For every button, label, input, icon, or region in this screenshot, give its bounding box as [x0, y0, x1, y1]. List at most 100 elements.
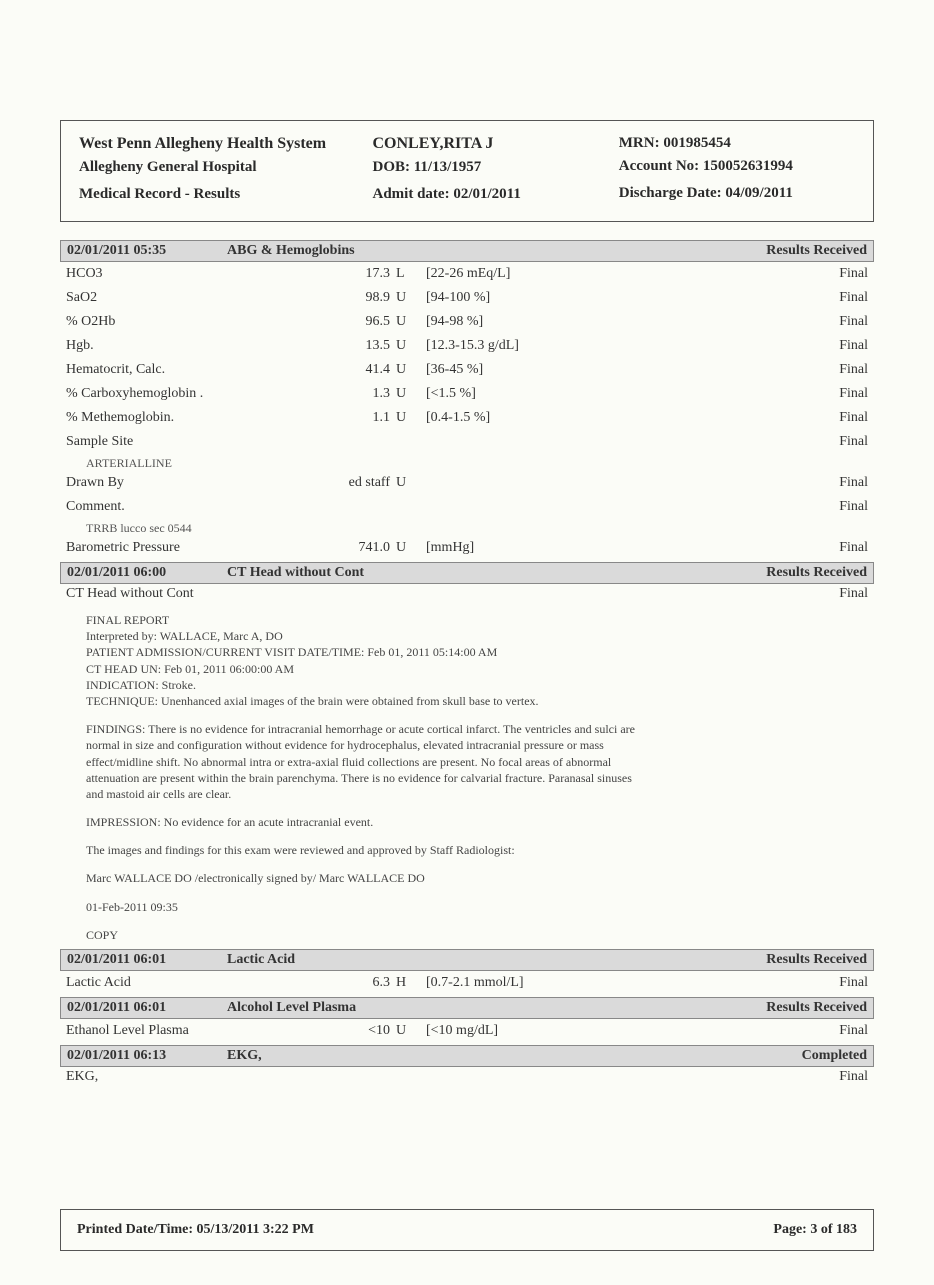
- result-status: Final: [686, 499, 868, 515]
- ekg-row: EKG, Final: [60, 1067, 874, 1087]
- section-datetime: 02/01/2011 06:01: [67, 1000, 227, 1016]
- dob-line: DOB: 11/13/1957: [373, 159, 609, 176]
- result-status: Final: [686, 386, 868, 402]
- section-title: Alcohol Level Plasma: [227, 1000, 717, 1016]
- result-flag: U: [396, 1023, 426, 1039]
- result-name: % Methemoglobin.: [66, 410, 326, 426]
- result-range: [12.3-15.3 g/dL]: [426, 338, 686, 354]
- result-status: Final: [686, 410, 868, 426]
- admit-value: 02/01/2011: [453, 186, 521, 202]
- section-status: Results Received: [717, 565, 867, 581]
- section-status: Results Received: [717, 952, 867, 968]
- result-name: Comment.: [66, 499, 326, 515]
- result-flag: H: [396, 975, 426, 991]
- result-range: [0.7-2.1 mmol/L]: [426, 975, 686, 991]
- result-range: [<1.5 %]: [426, 386, 686, 402]
- section-bar-alcohol: 02/01/2011 06:01 Alcohol Level Plasma Re…: [60, 997, 874, 1019]
- result-flag: U: [396, 338, 426, 354]
- result-status: Final: [686, 314, 868, 330]
- mrn-line: MRN: 001985454: [619, 135, 855, 152]
- result-range: [<10 mg/dL]: [426, 1023, 686, 1039]
- result-name: HCO3: [66, 266, 326, 282]
- acct-line: Account No: 150052631994: [619, 158, 855, 175]
- result-range: [22-26 mEq/L]: [426, 266, 686, 282]
- report-p7: COPY: [86, 927, 646, 943]
- acct-label: Account No:: [619, 158, 699, 174]
- result-row: HCO317.3L[22-26 mEq/L]Final: [60, 262, 874, 286]
- section-title: Lactic Acid: [227, 952, 717, 968]
- org-line-2: Allegheny General Hospital: [79, 159, 363, 176]
- result-row: Hematocrit, Calc.41.4U[36-45 %]Final: [60, 358, 874, 382]
- printed-value: 05/13/2011 3:22 PM: [197, 1222, 314, 1237]
- page-value: 3 of 183: [810, 1222, 857, 1237]
- result-name: Sample Site: [66, 434, 326, 450]
- section-bar-cthead: 02/01/2011 06:00 CT Head without Cont Re…: [60, 562, 874, 584]
- result-value: <10: [326, 1023, 396, 1039]
- ct-head-name: CT Head without Cont: [66, 586, 326, 602]
- result-value: ed staff: [326, 475, 396, 491]
- result-row: % O2Hb96.5U[94-98 %]Final: [60, 310, 874, 334]
- result-note: TRRB lucco sec 0544: [60, 519, 874, 536]
- result-value: [326, 434, 396, 450]
- section-title: EKG,: [227, 1048, 717, 1064]
- result-name: % O2Hb: [66, 314, 326, 330]
- result-name: Hematocrit, Calc.: [66, 362, 326, 378]
- acct-value: 150052631994: [703, 158, 793, 174]
- ct-report: FINAL REPORT Interpreted by: WALLACE, Ma…: [60, 604, 874, 949]
- abg-rows: HCO317.3L[22-26 mEq/L]FinalSaO298.9U[94-…: [60, 262, 874, 560]
- result-name: Barometric Pressure: [66, 540, 326, 556]
- result-status: Final: [686, 290, 868, 306]
- result-flag: U: [396, 362, 426, 378]
- doc-type: Medical Record - Results: [79, 186, 363, 203]
- result-value: 41.4: [326, 362, 396, 378]
- header-right: MRN: 001985454 Account No: 150052631994 …: [619, 135, 855, 203]
- result-flag: U: [396, 290, 426, 306]
- section-datetime: 02/01/2011 05:35: [67, 243, 227, 259]
- page-line: Page: 3 of 183: [773, 1222, 857, 1238]
- result-name: Ethanol Level Plasma: [66, 1023, 326, 1039]
- section-datetime: 02/01/2011 06:00: [67, 565, 227, 581]
- alcohol-rows: Ethanol Level Plasma<10U[<10 mg/dL]Final: [60, 1019, 874, 1043]
- printed-line: Printed Date/Time: 05/13/2011 3:22 PM: [77, 1222, 314, 1238]
- org-line-1: West Penn Allegheny Health System: [79, 135, 363, 153]
- result-value: 1.1: [326, 410, 396, 426]
- section-datetime: 02/01/2011 06:13: [67, 1048, 227, 1064]
- dob-value: 11/13/1957: [414, 159, 482, 175]
- dob-label: DOB:: [373, 159, 411, 175]
- result-row: Drawn Byed staffUFinal: [60, 471, 874, 495]
- mrn-label: MRN:: [619, 135, 660, 151]
- result-row: Comment. Final: [60, 495, 874, 519]
- page: West Penn Allegheny Health System Allegh…: [0, 0, 934, 1285]
- disch-value: 04/09/2011: [725, 185, 793, 201]
- result-name: % Carboxyhemoglobin .: [66, 386, 326, 402]
- disch-line: Discharge Date: 04/09/2011: [619, 185, 855, 202]
- result-flag: U: [396, 386, 426, 402]
- printed-label: Printed Date/Time:: [77, 1222, 193, 1237]
- page-label: Page:: [773, 1222, 806, 1237]
- ct-head-status: Final: [686, 586, 868, 602]
- result-range: [426, 475, 686, 491]
- header-left: West Penn Allegheny Health System Allegh…: [79, 135, 363, 203]
- section-title: CT Head without Cont: [227, 565, 717, 581]
- result-range: [94-100 %]: [426, 290, 686, 306]
- section-status: Results Received: [717, 243, 867, 259]
- section-bar-abg: 02/01/2011 05:35 ABG & Hemoglobins Resul…: [60, 240, 874, 262]
- section-status: Results Received: [717, 1000, 867, 1016]
- report-p6: 01-Feb-2011 09:35: [86, 899, 646, 915]
- result-value: 17.3: [326, 266, 396, 282]
- header-box: West Penn Allegheny Health System Allegh…: [60, 120, 874, 222]
- result-note: ARTERIALLINE: [60, 454, 874, 471]
- result-status: Final: [686, 338, 868, 354]
- result-name: Hgb.: [66, 338, 326, 354]
- result-value: 6.3: [326, 975, 396, 991]
- section-title: ABG & Hemoglobins: [227, 243, 717, 259]
- section-status: Completed: [717, 1048, 867, 1064]
- section-bar-ekg: 02/01/2011 06:13 EKG, Completed: [60, 1045, 874, 1067]
- result-flag: [396, 434, 426, 450]
- section-datetime: 02/01/2011 06:01: [67, 952, 227, 968]
- admit-line: Admit date: 02/01/2011: [373, 186, 609, 203]
- result-status: Final: [686, 434, 868, 450]
- result-range: [94-98 %]: [426, 314, 686, 330]
- admit-label: Admit date:: [373, 186, 450, 202]
- result-range: [36-45 %]: [426, 362, 686, 378]
